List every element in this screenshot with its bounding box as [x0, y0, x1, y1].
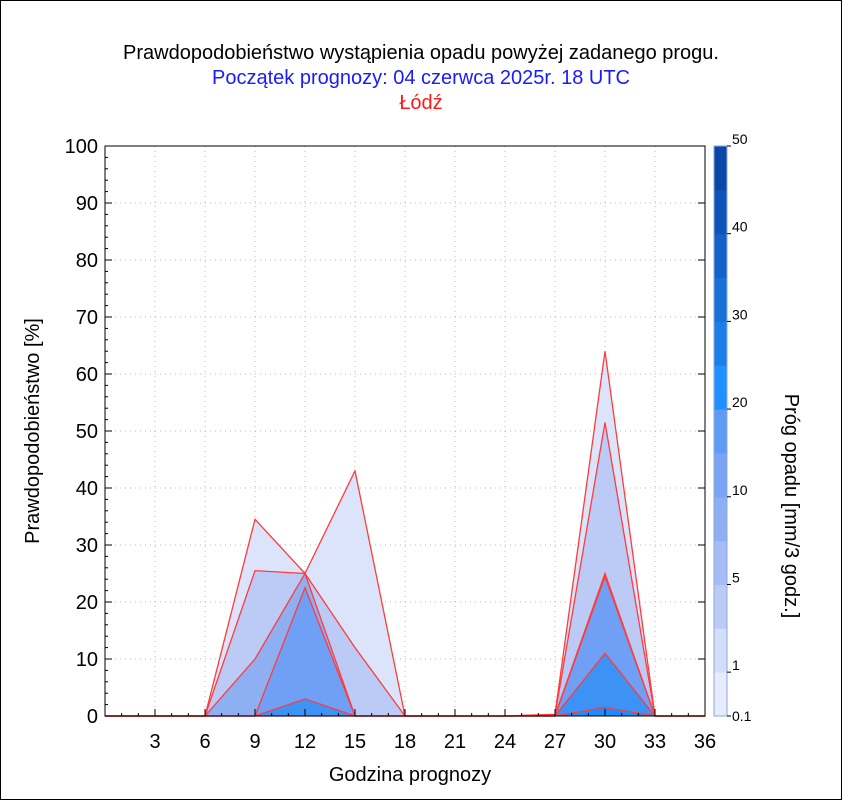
- colorbar-tick-label: 20: [732, 394, 748, 410]
- colorbar-segment: [714, 584, 727, 629]
- colorbar-segment: [714, 277, 727, 322]
- series-area: [105, 576, 705, 716]
- x-tick-label: 6: [199, 731, 210, 753]
- y-tick-label: 100: [65, 136, 98, 158]
- y-tick-label: 10: [76, 649, 98, 671]
- x-tick-label: 24: [494, 731, 516, 753]
- colorbar-tick-label: 10: [732, 482, 748, 498]
- x-tick-label: 21: [444, 731, 466, 753]
- colorbar-tick-label: 0.1: [732, 708, 752, 724]
- series-area: [105, 573, 705, 716]
- x-tick-label: 27: [544, 731, 566, 753]
- series-area: [105, 707, 705, 716]
- y-tick-label: 40: [76, 478, 98, 500]
- colorbar-tick-label: 50: [732, 131, 748, 147]
- plot-border: [104, 145, 706, 717]
- colorbar-segment: [714, 540, 727, 585]
- colorbar-segment: [714, 628, 727, 673]
- series-area: [105, 422, 705, 716]
- chart-title: Prawdopodobieństwo wystąpienia opadu pow…: [123, 42, 719, 64]
- x-axis-ticks: 3 6 9 12 15 18 21 24 27 30 33 36: [121, 709, 716, 753]
- colorbar-border: [713, 145, 728, 717]
- y-tick-label: 70: [76, 307, 98, 329]
- x-tick-label: 9: [249, 731, 260, 753]
- colorbar-segment: [714, 146, 727, 191]
- y-tick-label: 80: [76, 250, 98, 272]
- colorbar-tick-label: 1: [732, 657, 740, 673]
- y-axis-label: Prawdopodobieństwo [%]: [22, 318, 44, 544]
- colorbar-segment: [714, 189, 727, 235]
- chart-subtitle: Początek prognozy: 04 czerwca 2025r. 18 …: [212, 67, 630, 89]
- y-tick-label: 20: [76, 592, 98, 614]
- colorbar-segment: [714, 672, 727, 717]
- y-tick-label: 0: [87, 706, 98, 728]
- colorbar-label: Próg opadu [mm/3 godz.]: [780, 394, 802, 619]
- colorbar-segment: [714, 233, 727, 279]
- colorbar-segment: [714, 496, 727, 542]
- series-area: [105, 653, 705, 716]
- x-tick-label: 12: [294, 731, 316, 753]
- series-areas: [105, 351, 705, 717]
- colorbar-segment: [714, 409, 727, 454]
- colorbar-segment: [714, 365, 727, 410]
- x-tick-label: 36: [694, 731, 716, 753]
- x-axis-label: Godzina prognozy: [329, 764, 491, 786]
- colorbar-tick-label: 30: [732, 306, 748, 322]
- colorbar-tick-label: 40: [732, 219, 748, 235]
- x-tick-label: 3: [149, 731, 160, 753]
- x-tick-label: 15: [344, 731, 366, 753]
- colorbar-segment: [714, 321, 727, 366]
- y-tick-label: 50: [76, 421, 98, 443]
- y-tick-label: 90: [76, 193, 98, 215]
- colorbar: 0.1 1 5 10 20 30 40 50: [713, 131, 752, 724]
- y-tick-label: 60: [76, 364, 98, 386]
- location-label: Łódź: [399, 92, 443, 114]
- x-tick-label: 33: [644, 731, 666, 753]
- x-tick-label: 18: [394, 731, 416, 753]
- y-tick-label: 30: [76, 535, 98, 557]
- colorbar-tick-label: 5: [732, 569, 740, 585]
- x-tick-label: 30: [594, 731, 616, 753]
- colorbar-segment: [714, 452, 727, 498]
